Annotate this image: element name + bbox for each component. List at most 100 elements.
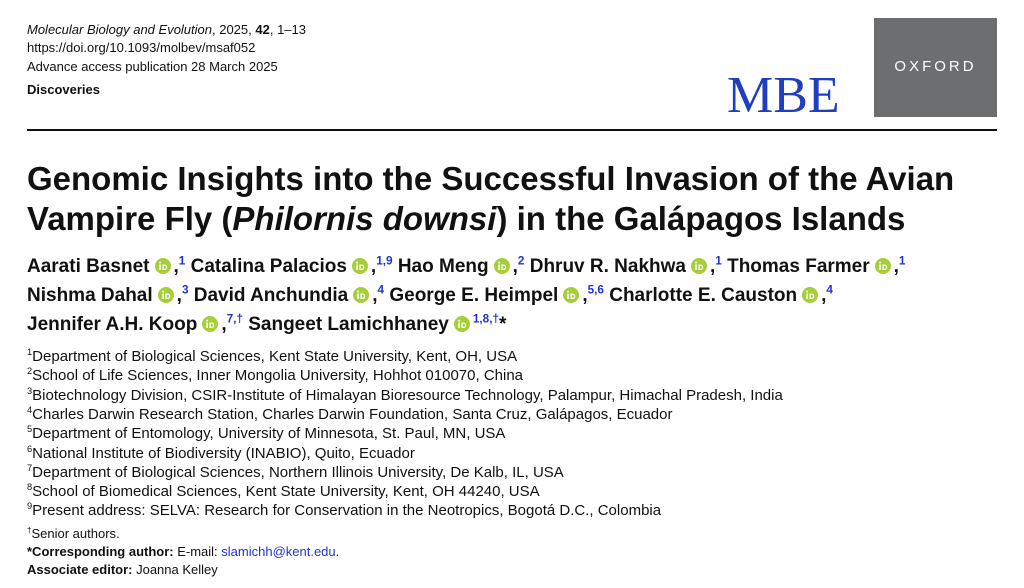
orcid-icon[interactable] <box>493 258 510 274</box>
orcid-icon[interactable] <box>202 316 219 332</box>
title-text: ) in the Galápagos Islands <box>496 200 906 237</box>
separator: , <box>893 256 899 277</box>
note-text: Joanna Kelley <box>132 562 218 577</box>
email-link[interactable]: slamichh@kent.edu <box>221 544 336 559</box>
affiliation: 7Department of Biological Sciences, Nort… <box>27 463 564 482</box>
author-line: Nishma Dahal ,3 David Anchundia ,4 George … <box>27 283 833 307</box>
separator: , <box>582 285 588 306</box>
author-name: Dhruv R. Nakhwa <box>529 256 686 277</box>
publisher-logo: OXFORD <box>874 18 997 117</box>
affiliation-text: Department of Biological Sciences, Kent … <box>32 348 518 365</box>
separator: , <box>709 256 716 277</box>
author: Dhruv R. Nakhwa ,1 <box>529 255 727 277</box>
orcid-icon[interactable] <box>453 316 470 332</box>
journal: Molecular Biology and Evolution <box>27 22 212 37</box>
affiliation-number: 8 <box>27 482 33 493</box>
author-name: David Anchundia <box>193 285 349 306</box>
affiliation-ref: 5,6 <box>587 283 604 297</box>
title-text: Vampire Fly ( <box>27 200 233 237</box>
affiliation-number: 3 <box>27 385 33 396</box>
affiliation-text: Department of Entomology, University of … <box>32 425 506 443</box>
affiliation-text: Biotechnology Division, CSIR-Institute o… <box>32 386 783 404</box>
journal-logo: MBE <box>727 67 840 124</box>
section: Discoveries <box>27 82 100 97</box>
separator: , <box>372 285 378 306</box>
affiliation-ref: 1,9 <box>376 254 393 268</box>
affiliation-number: 5 <box>27 424 33 435</box>
author-name: Hao Meng <box>397 256 489 277</box>
author-name: George E. Heimpel <box>389 285 559 306</box>
author-name: Catalina Palacios <box>190 256 347 277</box>
author-name: Thomas Farmer <box>727 256 870 277</box>
header-rule <box>27 129 997 131</box>
affiliation-text: National Institute of Biodiversity (INAB… <box>32 444 415 462</box>
orcid-icon[interactable] <box>154 258 171 274</box>
orcid-icon[interactable] <box>351 258 368 274</box>
affiliation: 4Charles Darwin Research Station, Charle… <box>27 405 673 424</box>
orcid-icon[interactable] <box>157 287 174 303</box>
citation: Molecular Biology and Evolution, 2025, 4… <box>27 21 306 38</box>
affiliation-number: 9 <box>27 501 33 512</box>
author-name: Charlotte E. Causton <box>609 285 798 306</box>
affiliation-ref: 1 <box>178 254 186 268</box>
affiliation-number: 2 <box>27 366 33 377</box>
affiliation-text: School of Biomedical Sciences, Kent Stat… <box>32 483 540 501</box>
pages: , 1–13 <box>269 22 306 37</box>
year: , 2025, <box>212 22 256 37</box>
orcid-icon[interactable] <box>690 258 707 274</box>
author: Charlotte E. Causton ,4 <box>609 283 833 306</box>
author: Aarati Basnet ,1 <box>27 254 191 277</box>
doi: https://doi.org/10.1093/molbev/msaf052 <box>27 40 256 55</box>
corresponding-note: *Corresponding author: E-mail: slamichh@… <box>27 543 339 561</box>
affiliation-ref: 4 <box>377 283 385 297</box>
publisher-name: OXFORD <box>894 58 977 75</box>
separator: , <box>173 256 179 277</box>
title-line: Genomic Insights into the Successful Inv… <box>27 160 955 197</box>
author-name: Aarati Basnet <box>27 256 150 277</box>
author-line: Aarati Basnet ,1 Catalina Palacios ,1,9 Ha… <box>27 254 906 278</box>
orcid-icon[interactable] <box>353 287 370 303</box>
note-label: *Corresponding author: <box>27 544 174 559</box>
affiliation-ref: 2 <box>517 254 525 268</box>
note-text: . <box>335 544 340 559</box>
affiliation-text: Department of Biological Sciences, North… <box>32 463 564 481</box>
affiliation-number: 1 <box>27 346 33 357</box>
separator: , <box>512 256 518 277</box>
note-label: Associate editor: <box>27 562 133 577</box>
orcid-icon[interactable] <box>563 287 580 303</box>
author-name: Sangeet Lamichhaney <box>248 314 449 335</box>
affiliation-ref: 1 <box>898 254 906 268</box>
affiliation: 5Department of Entomology, University of… <box>27 424 505 443</box>
author: Catalina Palacios ,1,9 <box>190 254 398 277</box>
affiliation-text: Charles Darwin Research Station, Charles… <box>32 405 673 423</box>
author: Nishma Dahal ,3 <box>27 283 194 306</box>
affiliation-ref: 3 <box>181 283 189 297</box>
author-name: Jennifer A.H. Koop <box>27 314 198 335</box>
affiliation-ref: 7,† <box>226 312 243 326</box>
affiliation-ref: 1,8,† <box>472 312 500 326</box>
advance-access: Advance access publication 28 March 2025 <box>27 59 278 74</box>
separator: , <box>221 314 227 335</box>
author: George E. Heimpel ,5,6 <box>389 283 609 306</box>
note-mark: † <box>27 525 32 535</box>
affiliation: 6National Institute of Biodiversity (INA… <box>27 444 415 463</box>
separator: , <box>370 256 377 277</box>
affiliation-number: 7 <box>27 462 33 473</box>
corresponding-mark: * <box>499 314 507 335</box>
author: Jennifer A.H. Koop ,7,† <box>27 312 248 335</box>
orcid-icon[interactable] <box>802 287 819 303</box>
note-text: Senior authors. <box>31 526 120 541</box>
author: Hao Meng ,2 <box>397 254 530 277</box>
author: David Anchundia ,4 <box>193 283 390 306</box>
affiliation-ref: 4 <box>826 283 833 297</box>
separator: , <box>821 285 827 306</box>
affiliation: 1Department of Biological Sciences, Kent… <box>27 347 517 366</box>
separator: , <box>176 285 182 306</box>
orcid-icon[interactable] <box>874 258 891 274</box>
affiliation-text: Present address: SELVA: Research for Con… <box>32 502 662 520</box>
affiliation-number: 6 <box>27 443 33 454</box>
senior-note: †Senior authors. <box>27 525 120 543</box>
affiliation: 3Biotechnology Division, CSIR-Institute … <box>27 386 783 405</box>
affiliation: 8School of Biomedical Sciences, Kent Sta… <box>27 482 540 501</box>
